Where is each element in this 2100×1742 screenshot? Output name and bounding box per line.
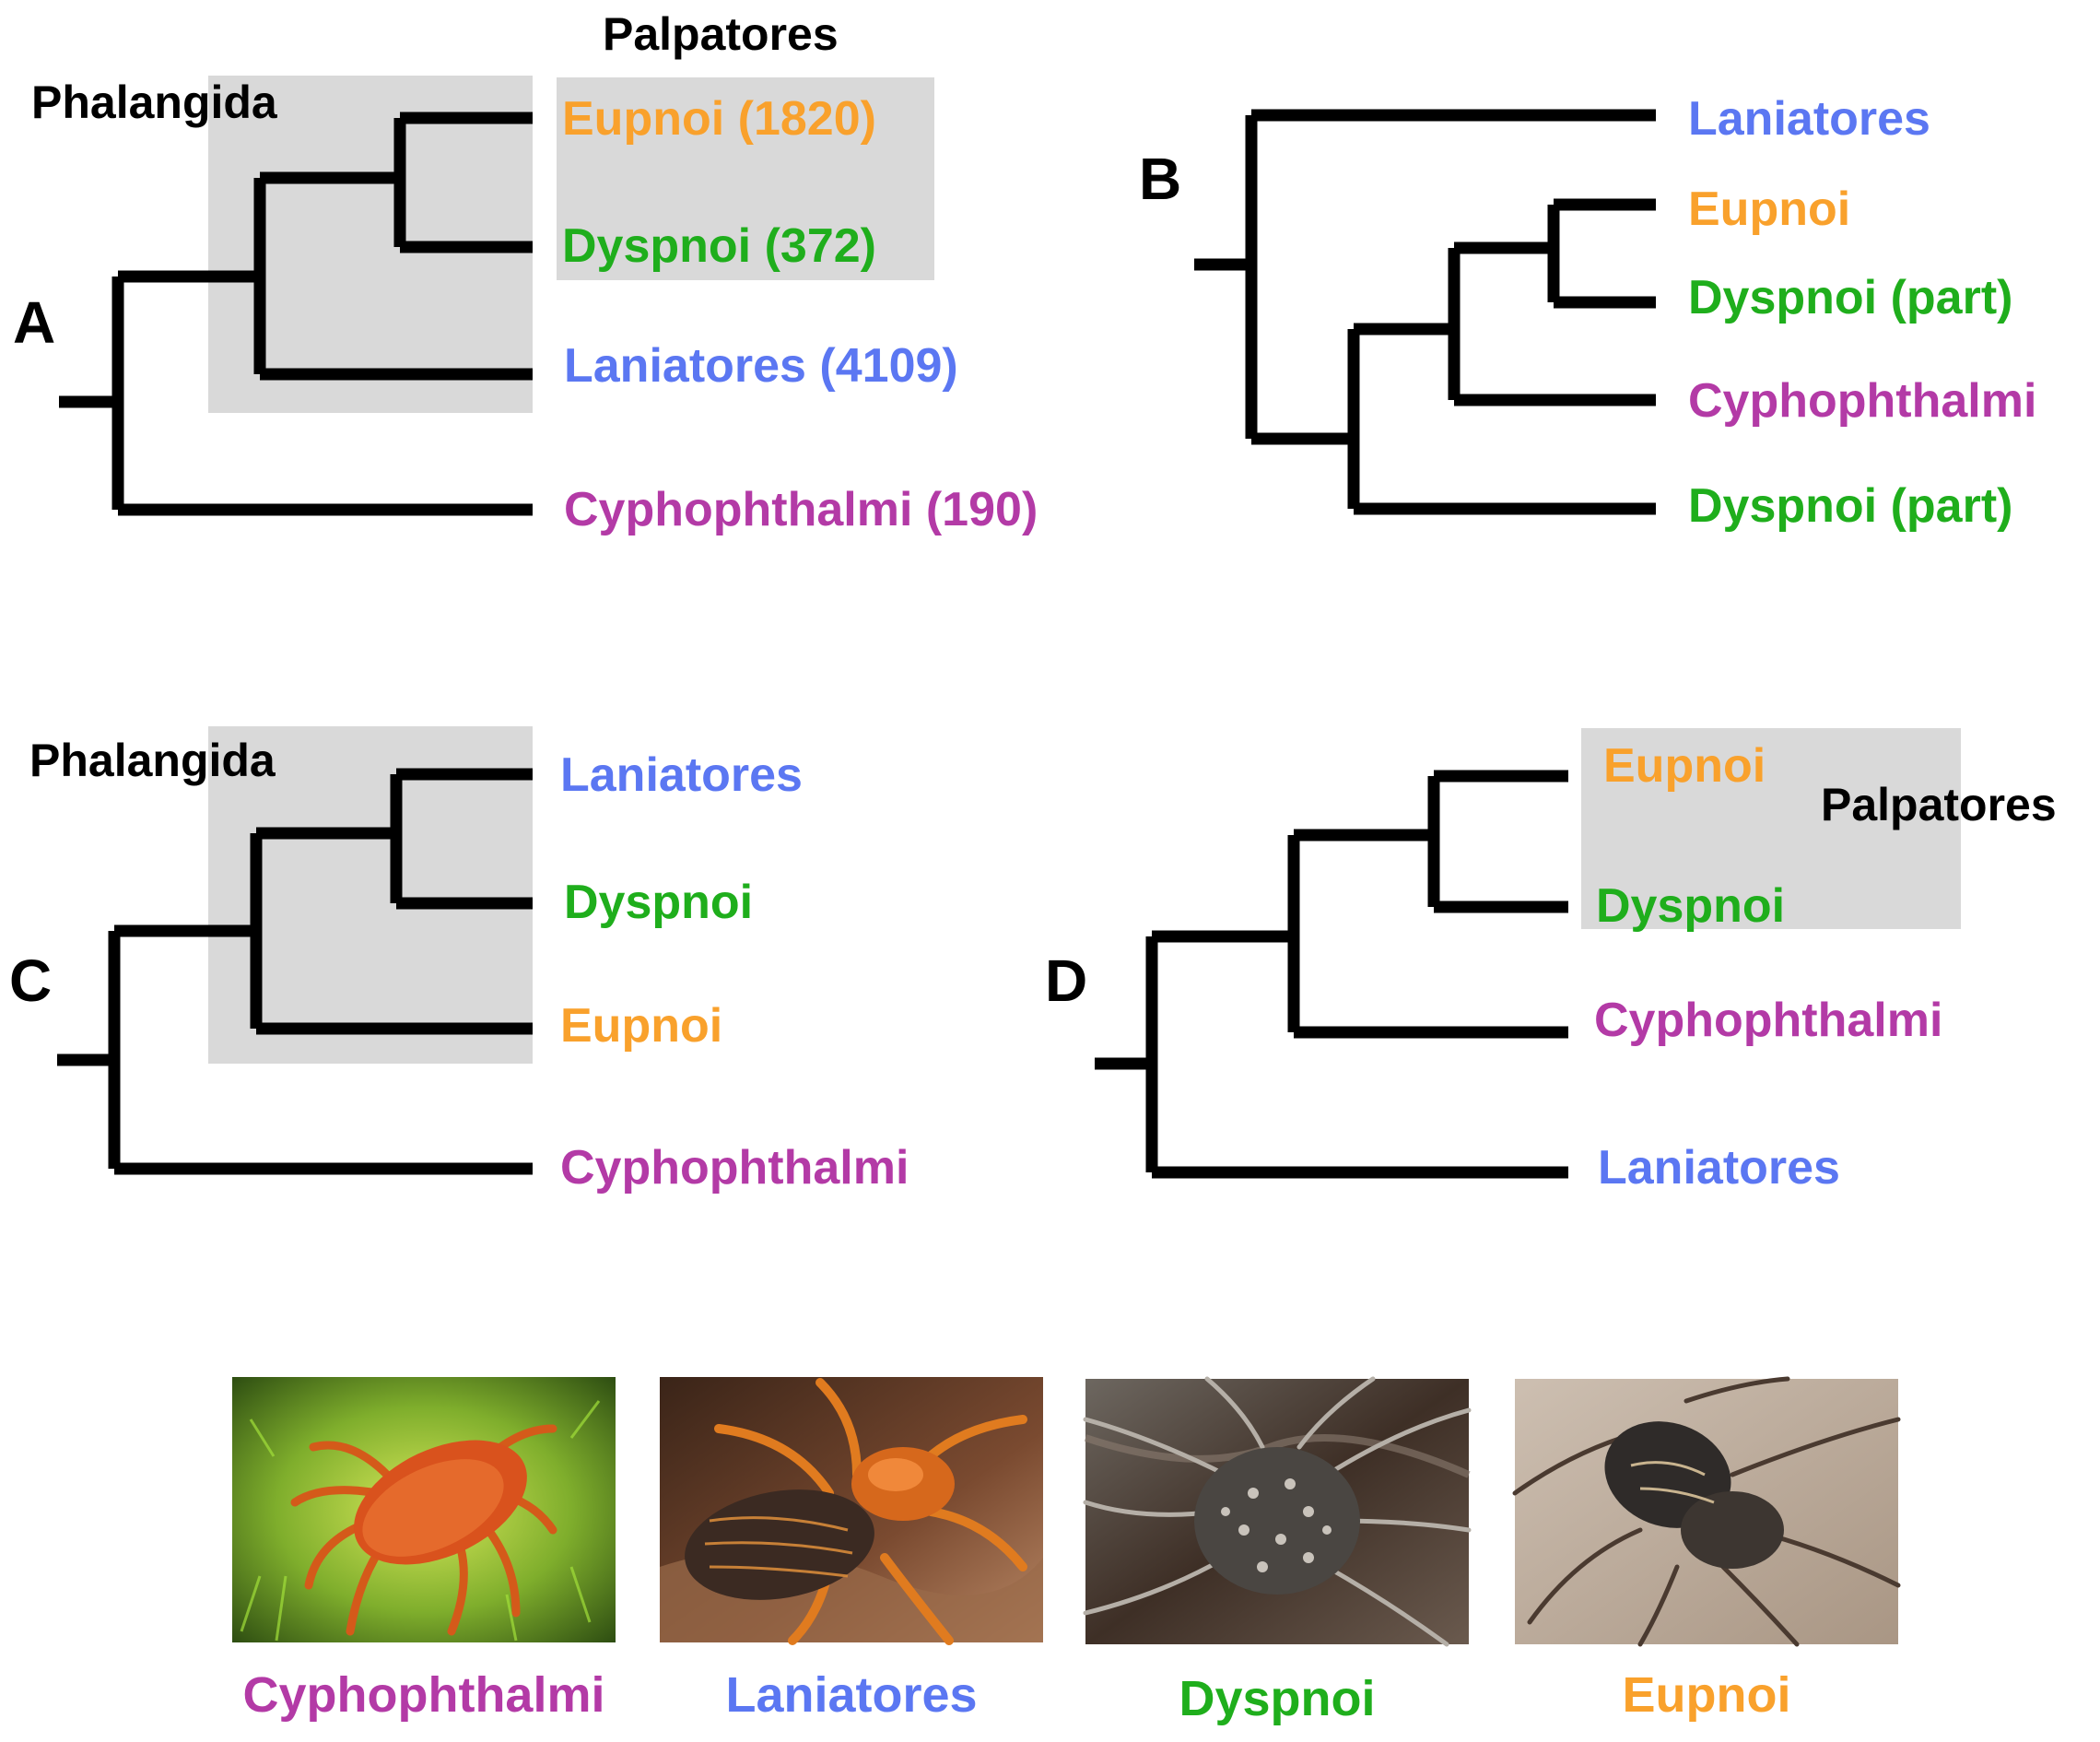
cyphophthalmi-photo — [232, 1377, 616, 1642]
taxon-dyspnoi-part2-b: Dyspnoi (part) — [1688, 479, 2012, 533]
clade-label-palpatores-d: Palpatores — [1821, 779, 2057, 830]
panel-letter-d: D — [1045, 948, 1087, 1014]
phalangida-box-c — [208, 726, 533, 1064]
caption-laniatores: Laniatores — [725, 1667, 978, 1723]
taxon-eupnoi-a: Eupnoi (1820) — [562, 92, 876, 146]
taxon-dyspnoi-a: Dyspnoi (372) — [562, 219, 876, 273]
laniatores-photo — [660, 1377, 1043, 1645]
palpatores-box-a — [557, 77, 934, 280]
panel-letter-c: C — [9, 948, 52, 1014]
dyspnoi-photo — [1083, 1376, 1472, 1647]
clade-label-phalangida-c: Phalangida — [29, 735, 276, 786]
tree-d — [1095, 770, 1568, 1179]
panel-letter-b: B — [1139, 146, 1181, 212]
panel-b: B Laniatores Eupnoi Dyspnoi (part) Cypho… — [1139, 92, 2036, 533]
panel-d: D Palpatores Eupnoi Dyspnoi Cyphophthalm… — [1045, 728, 2057, 1195]
clade-label-palpatores-a: Palpatores — [603, 8, 839, 60]
eupnoi-photo — [1512, 1376, 1901, 1647]
taxon-eupnoi-d: Eupnoi — [1603, 739, 1766, 793]
tree-c — [57, 768, 533, 1175]
panel-letter-a: A — [13, 289, 55, 356]
taxon-cyphophthalmi-b: Cyphophthalmi — [1688, 374, 2036, 428]
caption-cyphophthalmi: Cyphophthalmi — [242, 1667, 605, 1723]
taxon-dyspnoi-d: Dyspnoi — [1596, 879, 1785, 933]
panel-a: A Phalangida Palpatores Eupnoi (1820) Dy… — [13, 8, 1038, 536]
taxon-eupnoi-b: Eupnoi — [1688, 182, 1850, 236]
taxon-cyphophthalmi-c: Cyphophthalmi — [560, 1141, 909, 1195]
tree-a — [59, 112, 533, 516]
taxon-laniatores-c: Laniatores — [560, 748, 803, 802]
taxon-laniatores-a: Laniatores (4109) — [564, 339, 958, 393]
taxon-cyphophthalmi-d: Cyphophthalmi — [1594, 994, 1942, 1047]
taxon-laniatores-b: Laniatores — [1688, 92, 1930, 146]
caption-eupnoi: Eupnoi — [1622, 1667, 1791, 1723]
palpatores-box-d — [1581, 728, 1961, 929]
taxon-cyphophthalmi-a: Cyphophthalmi (190) — [564, 483, 1038, 536]
clade-label-phalangida-a: Phalangida — [31, 77, 278, 128]
taxon-dyspnoi-part1-b: Dyspnoi (part) — [1688, 271, 2012, 324]
panel-c: C Phalangida Laniatores Dyspnoi Eupnoi C… — [9, 726, 909, 1195]
taxon-laniatores-d: Laniatores — [1598, 1141, 1840, 1195]
taxon-dyspnoi-c: Dyspnoi — [564, 876, 753, 929]
caption-dyspnoi: Dyspnoi — [1179, 1671, 1376, 1726]
tree-b — [1194, 109, 1656, 515]
taxon-eupnoi-c: Eupnoi — [560, 999, 722, 1053]
